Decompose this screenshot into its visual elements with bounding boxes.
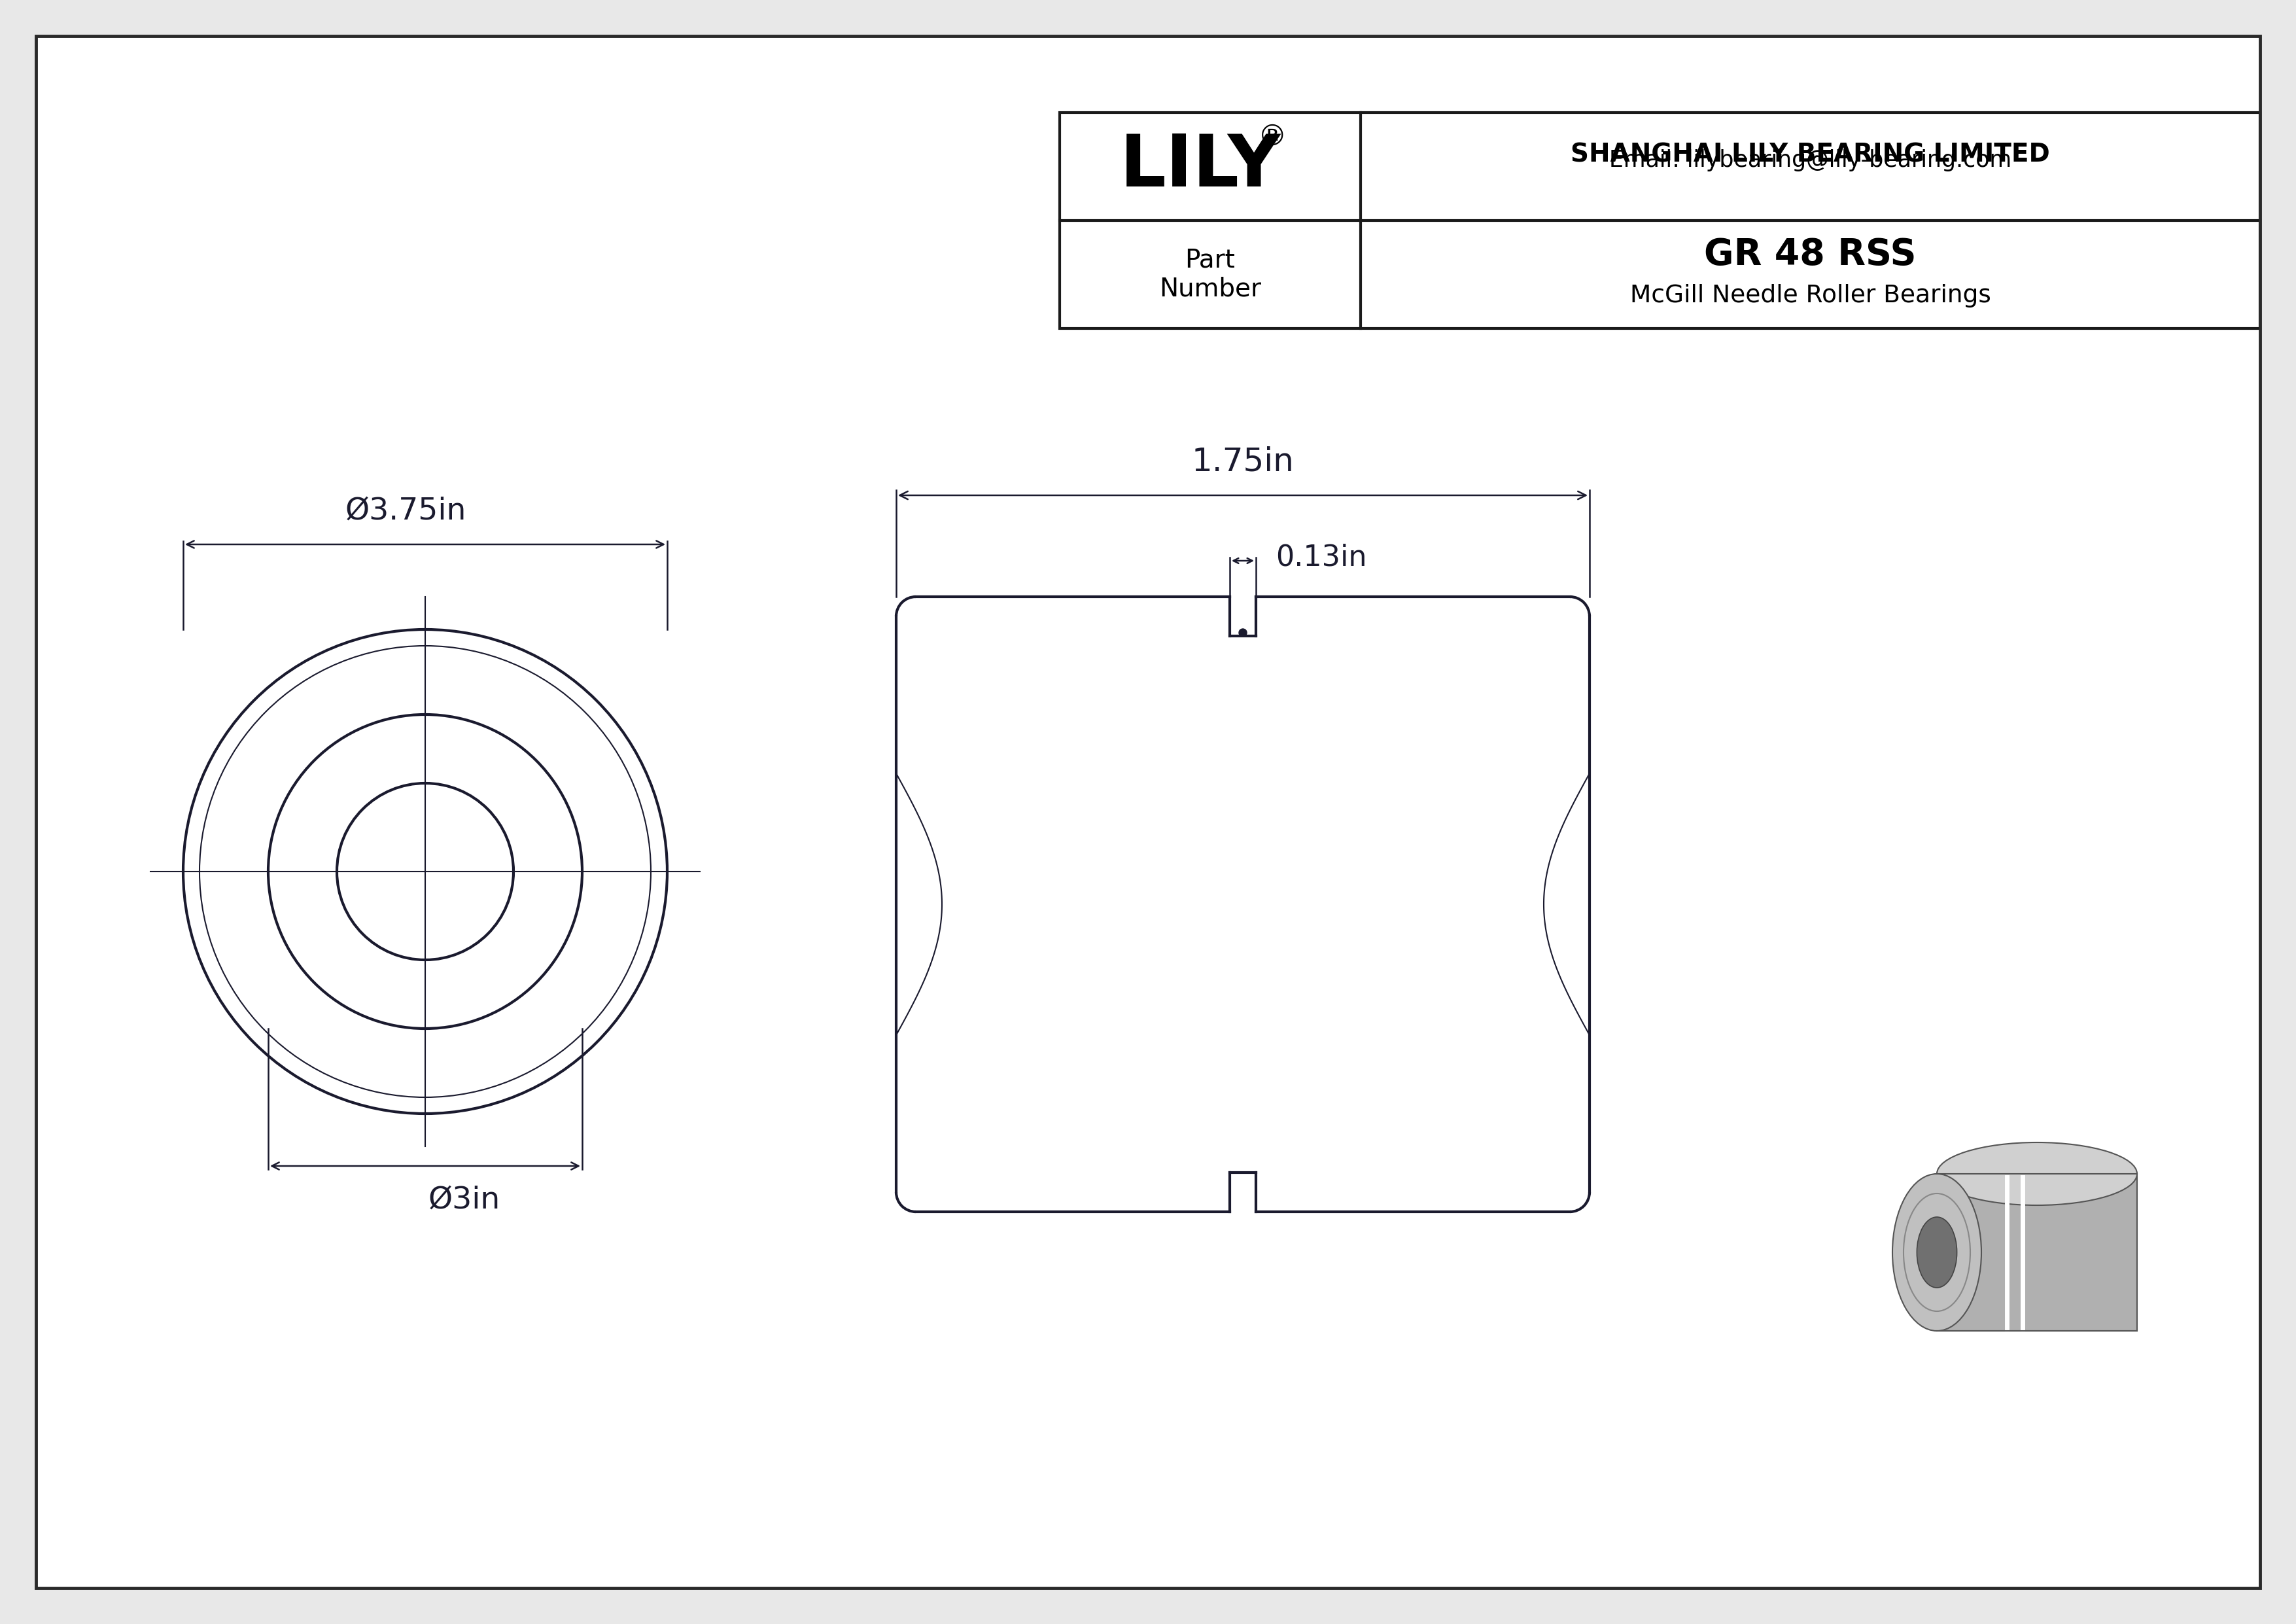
- Text: Number: Number: [1159, 276, 1261, 302]
- Text: McGill Needle Roller Bearings: McGill Needle Roller Bearings: [1630, 284, 1991, 307]
- Polygon shape: [1061, 112, 2259, 328]
- Text: ®: ®: [1258, 123, 1286, 151]
- Text: SHANGHAI LILY BEARING LIMITED: SHANGHAI LILY BEARING LIMITED: [1570, 141, 2050, 167]
- Circle shape: [1240, 628, 1247, 637]
- Text: Part: Part: [1185, 247, 1235, 273]
- Polygon shape: [895, 596, 1589, 1212]
- Text: Email: lilybearing@lily-bearing.com: Email: lilybearing@lily-bearing.com: [1609, 149, 2011, 171]
- Circle shape: [184, 630, 668, 1114]
- Text: 1.75in: 1.75in: [1192, 445, 1295, 477]
- Text: Ø3.75in: Ø3.75in: [344, 497, 466, 526]
- Text: 0.13in: 0.13in: [1277, 544, 1366, 572]
- Ellipse shape: [1938, 1142, 2138, 1205]
- Polygon shape: [37, 36, 2259, 1588]
- Text: LILY: LILY: [1120, 132, 1281, 201]
- Polygon shape: [1938, 1174, 2138, 1332]
- Text: GR 48 RSS: GR 48 RSS: [1704, 237, 1917, 273]
- Ellipse shape: [1917, 1216, 1956, 1288]
- Ellipse shape: [1892, 1174, 1981, 1332]
- Text: Ø3in: Ø3in: [429, 1186, 501, 1215]
